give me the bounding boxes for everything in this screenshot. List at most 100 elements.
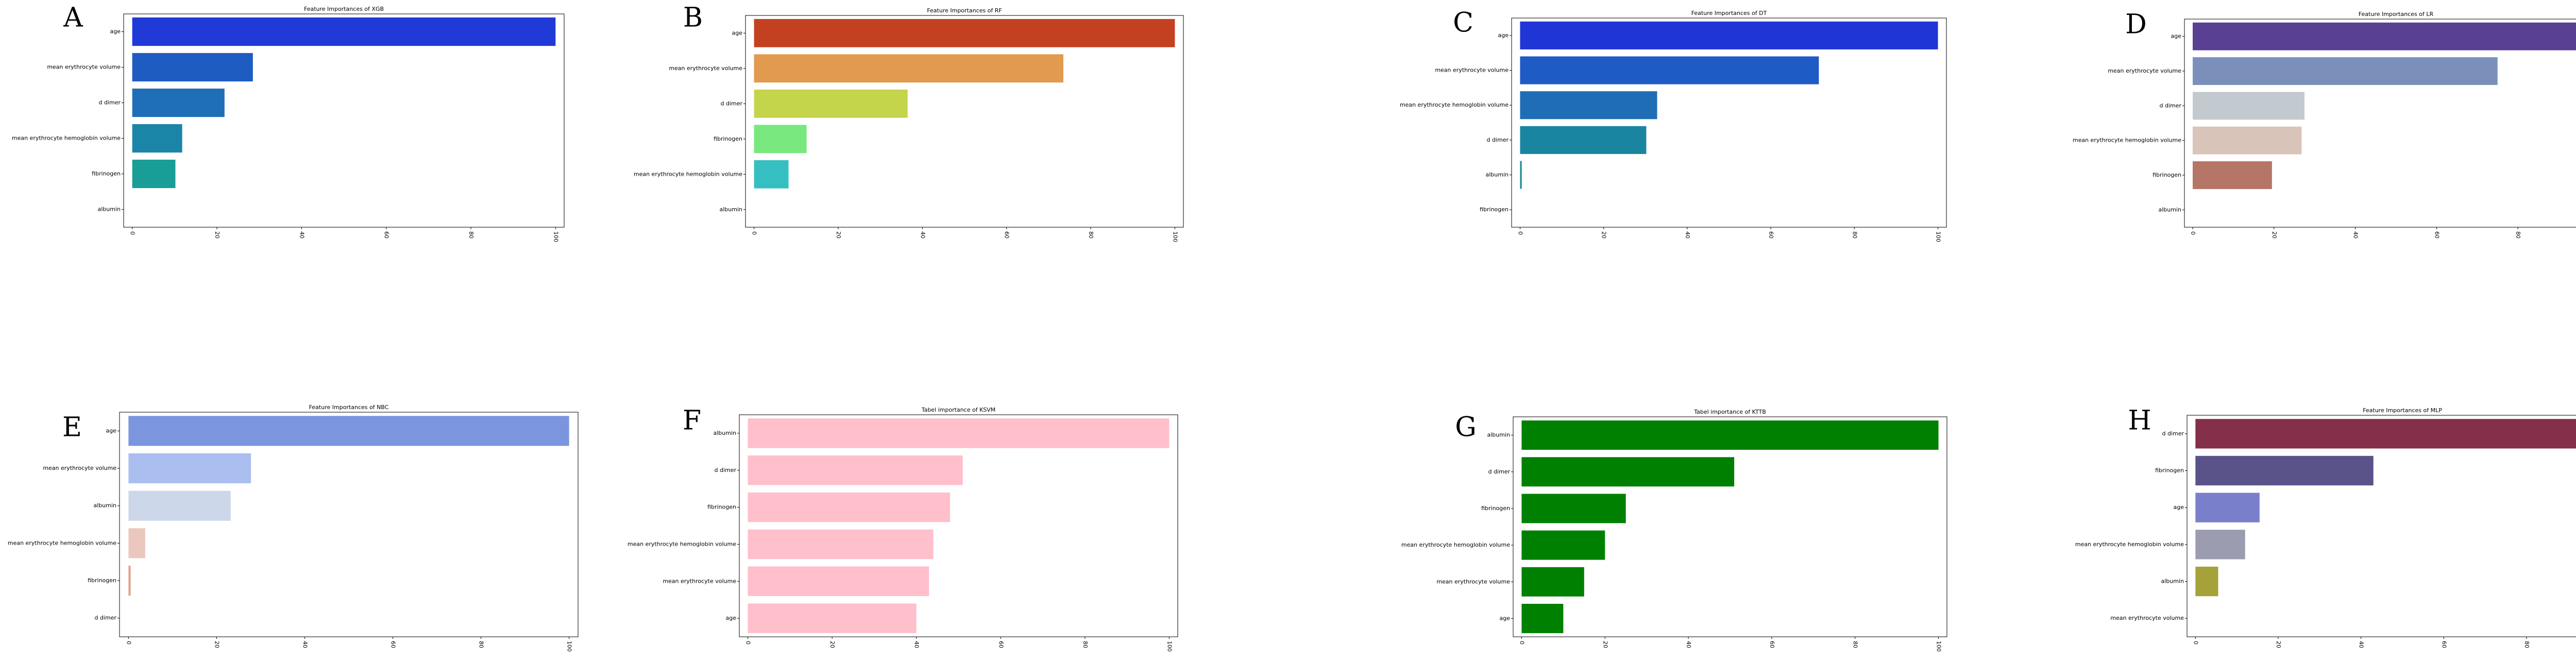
x-tick-label: 60 (383, 231, 390, 239)
bar (1521, 420, 1939, 450)
category-label: mean erythrocyte hemoglobin volume (2075, 541, 2184, 548)
chart-title: Feature Importances of MLP (2363, 407, 2442, 414)
x-tick-label: 0 (1517, 231, 1523, 235)
x-tick-label: 20 (214, 231, 221, 239)
chart-panel-h: H Feature Importances of MLP d dimer fibrin… (2075, 405, 2576, 648)
bar (2195, 530, 2245, 560)
bar (754, 160, 789, 189)
panel-letter: H (2128, 405, 2151, 436)
bar (132, 124, 182, 153)
chart-panel-d: D Feature Importances of LR age mean erythr… (2073, 9, 2576, 239)
chart-title: Feature Importances of NBC (309, 404, 389, 411)
x-tick-label: 80 (1082, 641, 1089, 648)
x-tick-label: 0 (745, 641, 752, 645)
bar (2193, 57, 2498, 85)
x-tick-label: 80 (2523, 641, 2530, 648)
bar (128, 565, 131, 596)
bar (1520, 126, 1647, 154)
x-tick-label: 40 (2358, 641, 2365, 648)
x-tick-label: 40 (913, 641, 920, 648)
category-label: fibrinogen (1481, 505, 1510, 512)
bar (1521, 567, 1584, 597)
bar (2195, 419, 2576, 449)
bar (1521, 457, 1735, 487)
category-label: d dimer (714, 467, 736, 473)
x-tick-label: 20 (1601, 231, 1607, 239)
category-label: fibrinogen (1480, 206, 1509, 213)
x-tick-label: 20 (829, 641, 836, 648)
x-tick-label: 100 (552, 231, 559, 242)
bar (748, 455, 963, 485)
category-label: age (110, 28, 121, 35)
category-label: albumin (94, 502, 117, 509)
category-label: fibrinogen (714, 136, 742, 142)
x-tick-label: 100 (1936, 641, 1942, 652)
panel-letter: E (62, 412, 82, 443)
bar (132, 159, 176, 189)
category-label: fibrinogen (88, 577, 116, 584)
bar (754, 89, 908, 118)
x-tick-label: 100 (1935, 231, 1942, 242)
category-label: d dimer (1488, 468, 1510, 475)
x-tick-label: 20 (1602, 641, 1608, 648)
bar (754, 54, 1063, 83)
plot-frame (745, 15, 1184, 228)
panel-letter: D (2125, 9, 2147, 40)
chart-title: Feature Importances of RF (927, 7, 1002, 14)
x-tick-label: 100 (1166, 641, 1173, 652)
category-label: mean erythrocyte hemoglobin volume (628, 540, 736, 547)
bar (2195, 493, 2260, 522)
category-label: mean erythrocyte volume (47, 64, 121, 71)
bar (1520, 161, 1522, 189)
chart-panel-e: E Feature Importances of NBC age mean eryth… (8, 404, 579, 652)
category-label: albumin (2161, 578, 2184, 585)
x-tick-label: 60 (2433, 231, 2440, 239)
category-label: mean erythrocyte volume (1436, 578, 1510, 585)
category-label: mean erythrocyte hemoglobin volume (1401, 541, 1510, 548)
chart-panel-g: G Tabel importance of KTTB albumin d dimer f… (1401, 409, 1947, 652)
x-tick-label: 0 (751, 231, 758, 235)
chart-panel-f: F Tabel importance of KSVM albumin d dimer f… (628, 405, 1178, 652)
category-label: age (1500, 615, 1511, 621)
x-tick-label: 20 (213, 641, 220, 648)
category-label: mean erythrocyte volume (1435, 67, 1509, 74)
bar (128, 453, 251, 484)
bar (1520, 56, 1819, 84)
category-label: age (2174, 504, 2184, 511)
category-label: d dimer (720, 100, 742, 107)
bar (748, 603, 917, 633)
bar (2193, 92, 2304, 120)
category-label: albumin (98, 206, 121, 213)
category-label: age (2171, 33, 2182, 40)
category-label: mean erythrocyte hemoglobin volume (12, 135, 121, 142)
bar (1520, 91, 1657, 120)
chart-panel-c: C Feature Importances of DT age mean erythr… (1400, 8, 1947, 242)
bar (748, 529, 934, 560)
plot-frame (2187, 415, 2576, 637)
category-label: d dimer (1486, 137, 1509, 143)
bar (132, 88, 225, 117)
category-label: d dimer (94, 615, 116, 621)
x-tick-label: 80 (478, 641, 485, 648)
category-label: mean erythrocyte volume (43, 465, 116, 471)
category-label: mean erythrocyte volume (663, 578, 736, 584)
x-tick-label: 80 (468, 231, 474, 239)
x-tick-label: 60 (1768, 231, 1774, 239)
panel-letter: F (683, 405, 701, 436)
category-label: d dimer (98, 99, 121, 106)
category-label: age (726, 615, 737, 621)
x-tick-label: 0 (129, 231, 136, 235)
x-tick-label: 0 (1518, 641, 1525, 645)
x-tick-label: 100 (566, 641, 573, 652)
category-label: fibrinogen (2155, 467, 2184, 474)
x-tick-label: 0 (2192, 641, 2199, 645)
x-tick-label: 80 (2515, 231, 2521, 239)
bar (1520, 21, 1938, 49)
category-label: age (1498, 32, 1509, 39)
bar (754, 19, 1175, 47)
category-label: albumin (1486, 172, 1509, 178)
bar (748, 418, 1170, 448)
x-tick-label: 20 (835, 231, 842, 239)
chart-panel-b: B Feature Importances of RF age mean erythr… (634, 3, 1184, 242)
x-tick-label: 60 (390, 641, 397, 648)
